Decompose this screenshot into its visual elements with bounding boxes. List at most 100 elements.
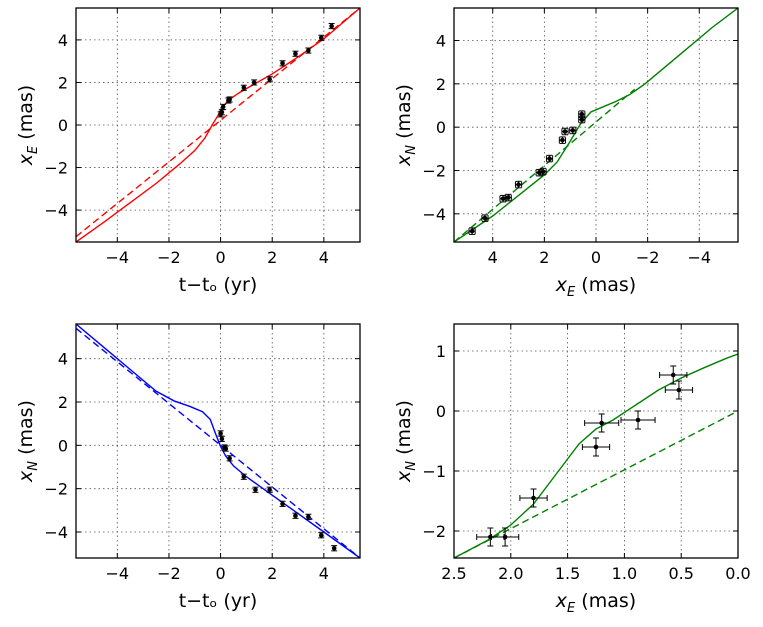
data-point — [481, 214, 489, 222]
x-axis-label: t−tₒ (yr) — [179, 590, 258, 612]
data-point — [220, 103, 227, 110]
x-tick-label: 0 — [591, 248, 601, 267]
data-point — [218, 109, 225, 116]
data-point — [578, 110, 586, 118]
data-point — [561, 127, 569, 136]
y-tick-label: −4 — [44, 201, 68, 220]
data-point — [240, 473, 247, 480]
x-tick-label: 0 — [215, 248, 225, 267]
y-tick-label: 4 — [58, 31, 68, 50]
data-point — [292, 50, 299, 57]
y-tick-label: 2 — [436, 75, 446, 94]
data-point — [226, 455, 233, 462]
data-point — [279, 500, 286, 507]
y-tick-label: 4 — [436, 32, 446, 51]
y-tick-label: −2 — [422, 162, 446, 181]
x-axis-label: xE (mas) — [555, 274, 636, 300]
data-point — [514, 180, 523, 189]
x-tick-label: 1.5 — [555, 564, 580, 583]
data-point — [252, 486, 259, 493]
panel-top-left: −4 −2 0 2 4 −4 −2 0 2 4 t−tₒ (yr) xE (mas) — [15, 7, 361, 296]
data-point — [266, 76, 273, 83]
x-tick-label: −4 — [687, 248, 711, 267]
y-axis-label: xN (mas) — [393, 84, 419, 167]
y-tick-label: 0 — [58, 436, 68, 455]
data-point — [558, 136, 567, 144]
x-tick-label: 2.5 — [441, 564, 466, 583]
y-tick-label: 0 — [58, 116, 68, 135]
y-axis-label: xE (mas) — [15, 85, 41, 166]
data-point — [218, 435, 225, 442]
data-point — [331, 545, 338, 552]
series-model-line — [454, 353, 738, 558]
panel-bottom-right: 2.5 2.0 1.5 1.0 0.5 0.0 −2 −1 0 1 xE (mas) xN (mas) — [393, 323, 751, 616]
data-point — [292, 512, 299, 519]
data-point — [305, 47, 312, 54]
x-axis-label: t−tₒ (yr) — [179, 274, 258, 296]
y-axis-label: xN (mas) — [393, 400, 419, 483]
y-tick-label: −2 — [44, 159, 68, 178]
x-tick-label: 0.5 — [668, 564, 693, 583]
axes-frame — [75, 323, 361, 559]
x-tick-label: −4 — [106, 248, 130, 267]
y-tick-label: −1 — [422, 462, 446, 481]
x-tick-label: 4 — [488, 248, 498, 267]
data-point — [251, 79, 258, 86]
data-point — [620, 410, 656, 430]
x-tick-label: 0 — [215, 564, 225, 583]
data-point — [226, 96, 233, 103]
data-point — [266, 486, 273, 493]
y-tick-label: −2 — [422, 522, 446, 541]
data-point — [305, 513, 312, 520]
data-point — [490, 527, 520, 547]
data-point — [279, 60, 286, 67]
panel-bottom-left: −4 −2 0 2 4 −4 −2 0 2 4 t−tₒ (yr) xN (mas) — [15, 323, 361, 612]
x-tick-label: 2 — [267, 564, 277, 583]
axes-frame — [453, 323, 739, 559]
y-tick-label: 0 — [436, 402, 446, 421]
y-tick-label: 2 — [58, 393, 68, 412]
x-tick-label: 0.0 — [725, 564, 750, 583]
y-tick-label: −2 — [44, 480, 68, 499]
data-point — [468, 227, 476, 235]
data-point — [328, 23, 335, 30]
x-tick-label: −2 — [157, 248, 181, 267]
y-axis-label: xN (mas) — [15, 400, 41, 483]
y-tick-label: 1 — [436, 342, 446, 361]
x-axis-label: xE (mas) — [555, 590, 636, 616]
panel-top-right: 4 2 0 −2 −4 −4 −2 0 2 4 xE (mas) xN (mas) — [393, 7, 739, 300]
series-reference-line — [76, 327, 360, 558]
x-tick-label: −2 — [636, 248, 660, 267]
data-point — [519, 488, 548, 508]
x-tick-label: 2 — [267, 248, 277, 267]
x-tick-label: −2 — [157, 564, 181, 583]
y-tick-label: −4 — [44, 523, 68, 542]
y-tick-label: 4 — [58, 350, 68, 369]
x-tick-label: −4 — [106, 564, 130, 583]
data-point — [222, 445, 229, 452]
data-point — [545, 154, 554, 163]
data-point — [318, 34, 325, 41]
series-reference-line — [76, 8, 360, 238]
y-tick-label: 0 — [436, 118, 446, 137]
data-point — [539, 167, 547, 176]
data-point — [659, 365, 688, 385]
data-point — [584, 413, 620, 433]
x-tick-label: 4 — [319, 248, 329, 267]
data-point — [569, 126, 577, 135]
series-reference-line — [454, 410, 738, 558]
data-point — [504, 193, 512, 202]
x-tick-label: 2 — [539, 248, 549, 267]
x-tick-label: 1.0 — [612, 564, 637, 583]
data-point — [217, 430, 224, 437]
x-tick-label: 4 — [319, 564, 329, 583]
series-model-line — [454, 8, 738, 242]
data-point — [581, 437, 611, 457]
y-tick-label: −4 — [422, 205, 446, 224]
data-point — [664, 380, 694, 400]
data-point — [318, 532, 325, 539]
y-tick-label: 2 — [58, 73, 68, 92]
x-tick-label: 2.0 — [498, 564, 523, 583]
data-point — [240, 84, 247, 91]
